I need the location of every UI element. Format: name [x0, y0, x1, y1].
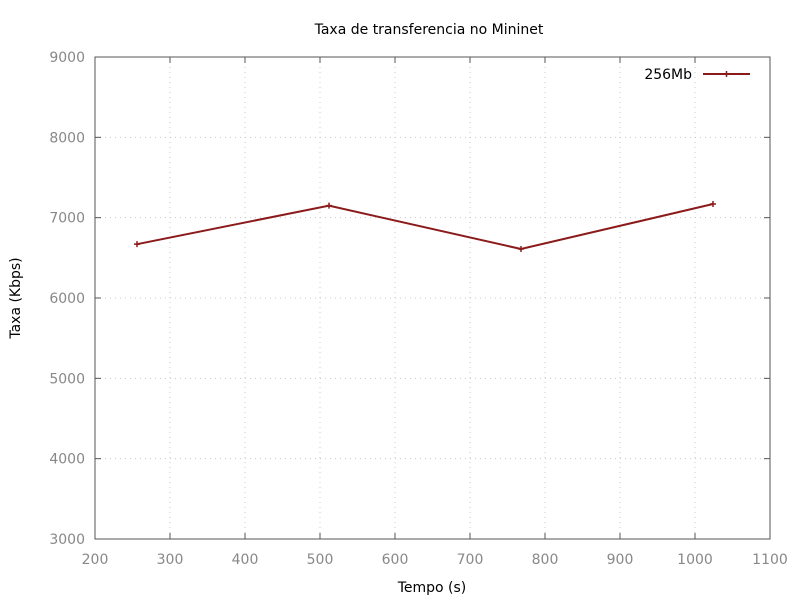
data-point [710, 201, 716, 208]
y-tick-label: 9000 [49, 50, 85, 66]
grid [95, 57, 770, 539]
y-axis-label: Taxa (Kbps) [8, 257, 24, 339]
x-tick-label: 200 [82, 552, 109, 568]
legend: 256Mb [644, 67, 750, 83]
x-tick-label: 1100 [752, 552, 788, 568]
y-tick-label: 3000 [49, 532, 85, 548]
y-tick-label: 5000 [49, 371, 85, 387]
x-tick-label: 700 [457, 552, 484, 568]
y-tick-label: 7000 [49, 211, 85, 227]
x-tick-label: 300 [157, 552, 184, 568]
y-tick-label: 6000 [49, 291, 85, 307]
legend-marker [723, 71, 730, 77]
x-axis-label: Tempo (s) [397, 580, 467, 596]
x-tick-label: 500 [307, 552, 334, 568]
y-axis-tick-labels: 3000 4000 5000 6000 7000 8000 9000 [49, 50, 85, 548]
y-tick-label: 4000 [49, 452, 85, 468]
x-tick-label: 600 [382, 552, 409, 568]
data-point [518, 245, 524, 252]
x-tick-label: 1000 [677, 552, 713, 568]
series-line [136, 203, 714, 251]
plot-frame [94, 56, 771, 540]
series-layer [134, 201, 716, 252]
axis-ticks [94, 56, 771, 540]
x-tick-label: 900 [607, 552, 634, 568]
chart-title: Taxa de transferencia no Mininet [314, 22, 544, 38]
y-tick-label: 8000 [49, 130, 85, 146]
data-point [326, 202, 332, 209]
legend-label: 256Mb [644, 67, 692, 83]
x-tick-label: 800 [532, 552, 559, 568]
x-tick-label: 400 [232, 552, 259, 568]
data-point [134, 241, 140, 248]
x-axis-tick-labels: 200 300 400 500 600 700 800 900 1000 1100 [82, 552, 788, 568]
